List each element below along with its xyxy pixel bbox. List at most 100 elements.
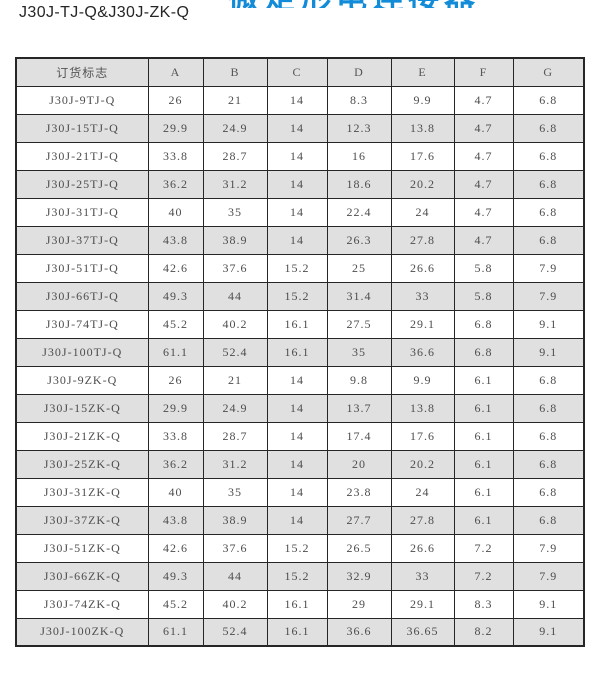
column-header-e: E <box>390 57 455 87</box>
value-cell: 28.7 <box>202 421 268 451</box>
table-head: 订货标志 A B C D E F G <box>15 57 585 87</box>
value-cell: 21 <box>202 365 268 395</box>
value-cell: 24.9 <box>202 393 268 423</box>
value-cell: 7.9 <box>512 281 585 311</box>
value-cell: 36.65 <box>390 617 455 647</box>
value-cell: 7.2 <box>453 561 514 591</box>
value-cell: 36.2 <box>147 169 204 199</box>
value-cell: 26 <box>147 365 204 395</box>
value-cell: 14 <box>266 141 328 171</box>
row-label-cell: J30J-15TJ-Q <box>15 113 149 143</box>
value-cell: 14 <box>266 365 328 395</box>
column-header-f: F <box>453 57 514 87</box>
value-cell: 26 <box>147 85 204 115</box>
value-cell: 29.9 <box>147 393 204 423</box>
value-cell: 31.4 <box>326 281 392 311</box>
value-cell: 24 <box>390 197 455 227</box>
value-cell: 9.1 <box>512 617 585 647</box>
table-row: J30J-100ZK-Q 61.1 52.4 16.1 36.6 36.65 8.2 9.1 <box>15 617 585 647</box>
value-cell: 29.1 <box>390 309 455 339</box>
value-cell: 7.9 <box>512 533 585 563</box>
value-cell: 40 <box>147 477 204 507</box>
value-cell: 6.8 <box>512 505 585 535</box>
value-cell: 52.4 <box>202 617 268 647</box>
row-label-cell: J30J-31ZK-Q <box>15 477 149 507</box>
value-cell: 20.2 <box>390 449 455 479</box>
value-cell: 14 <box>266 197 328 227</box>
value-cell: 40.2 <box>202 309 268 339</box>
value-cell: 15.2 <box>266 253 328 283</box>
value-cell: 24.9 <box>202 113 268 143</box>
row-label-cell: J30J-74ZK-Q <box>15 589 149 619</box>
value-cell: 6.8 <box>453 309 514 339</box>
row-label-cell: J30J-51TJ-Q <box>15 253 149 283</box>
value-cell: 28.7 <box>202 141 268 171</box>
value-cell: 4.7 <box>453 225 514 255</box>
value-cell: 33.8 <box>147 141 204 171</box>
row-label-cell: J30J-66TJ-Q <box>15 281 149 311</box>
value-cell: 14 <box>266 169 328 199</box>
value-cell: 9.9 <box>390 85 455 115</box>
value-cell: 6.1 <box>453 393 514 423</box>
value-cell: 33 <box>390 561 455 591</box>
value-cell: 29.1 <box>390 589 455 619</box>
value-cell: 9.1 <box>512 337 585 367</box>
table-row: J30J-66ZK-Q 49.3 44 15.2 32.9 33 7.2 7.9 <box>15 561 585 591</box>
value-cell: 31.2 <box>202 169 268 199</box>
row-label-cell: J30J-25TJ-Q <box>15 169 149 199</box>
value-cell: 9.1 <box>512 589 585 619</box>
value-cell: 61.1 <box>147 337 204 367</box>
value-cell: 6.1 <box>453 365 514 395</box>
value-cell: 45.2 <box>147 589 204 619</box>
page-title: J30J-TJ-Q&J30J-ZK-Q <box>19 4 190 21</box>
row-label-cell: J30J-100ZK-Q <box>15 617 149 647</box>
table-row: J30J-37TJ-Q 43.8 38.9 14 26.3 27.8 4.7 6.8 <box>15 225 585 255</box>
value-cell: 32.9 <box>326 561 392 591</box>
table-row: J30J-21TJ-Q 33.8 28.7 14 16 17.6 4.7 6.8 <box>15 141 585 171</box>
clipped-blue-heading: 微矩形电连接器 <box>0 0 605 8</box>
value-cell: 33.8 <box>147 421 204 451</box>
clipped-blue-heading-text: 微矩形电连接器 <box>228 0 480 8</box>
value-cell: 6.8 <box>512 169 585 199</box>
value-cell: 26.5 <box>326 533 392 563</box>
value-cell: 14 <box>266 113 328 143</box>
row-label-cell: J30J-21ZK-Q <box>15 421 149 451</box>
value-cell: 6.8 <box>512 113 585 143</box>
value-cell: 5.8 <box>453 281 514 311</box>
value-cell: 25 <box>326 253 392 283</box>
column-header-a: A <box>147 57 204 87</box>
value-cell: 27.7 <box>326 505 392 535</box>
value-cell: 6.8 <box>512 85 585 115</box>
value-cell: 9.8 <box>326 365 392 395</box>
column-header-d: D <box>326 57 392 87</box>
table-row: J30J-9TJ-Q 26 21 14 8.3 9.9 4.7 6.8 <box>15 85 585 115</box>
table-row: J30J-9ZK-Q 26 21 14 9.8 9.9 6.1 6.8 <box>15 365 585 395</box>
table-row: J30J-31ZK-Q 40 35 14 23.8 24 6.1 6.8 <box>15 477 585 507</box>
value-cell: 8.3 <box>453 589 514 619</box>
value-cell: 37.6 <box>202 253 268 283</box>
value-cell: 4.7 <box>453 197 514 227</box>
value-cell: 5.8 <box>453 253 514 283</box>
value-cell: 21 <box>202 85 268 115</box>
row-label-cell: J30J-9TJ-Q <box>15 85 149 115</box>
value-cell: 49.3 <box>147 561 204 591</box>
value-cell: 17.6 <box>390 141 455 171</box>
table-row: J30J-74TJ-Q 45.2 40.2 16.1 27.5 29.1 6.8 9.1 <box>15 309 585 339</box>
value-cell: 36.6 <box>326 617 392 647</box>
value-cell: 7.9 <box>512 253 585 283</box>
value-cell: 15.2 <box>266 281 328 311</box>
value-cell: 52.4 <box>202 337 268 367</box>
row-label-cell: J30J-100TJ-Q <box>15 337 149 367</box>
value-cell: 13.8 <box>390 393 455 423</box>
value-cell: 14 <box>266 421 328 451</box>
value-cell: 7.2 <box>453 533 514 563</box>
value-cell: 44 <box>202 561 268 591</box>
value-cell: 6.8 <box>453 337 514 367</box>
value-cell: 38.9 <box>202 225 268 255</box>
row-label-cell: J30J-66ZK-Q <box>15 561 149 591</box>
table-row: J30J-15ZK-Q 29.9 24.9 14 13.7 13.8 6.1 6.8 <box>15 393 585 423</box>
column-header-g: G <box>512 57 585 87</box>
value-cell: 26.3 <box>326 225 392 255</box>
table-row: J30J-51ZK-Q 42.6 37.6 15.2 26.5 26.6 7.2 7.9 <box>15 533 585 563</box>
value-cell: 38.9 <box>202 505 268 535</box>
